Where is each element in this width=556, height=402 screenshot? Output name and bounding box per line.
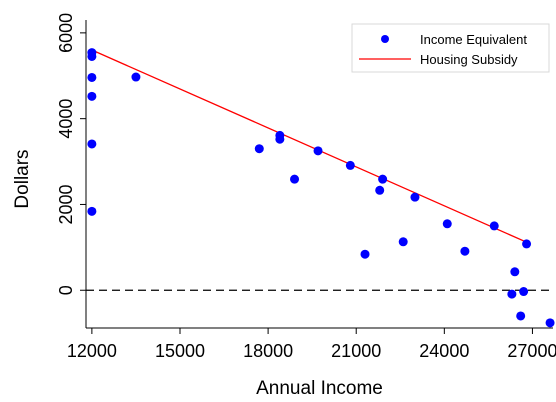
y-tick-label: 4000 — [56, 99, 76, 139]
data-point — [87, 51, 97, 61]
x-tick-label: 24000 — [419, 341, 469, 361]
data-point — [131, 72, 141, 82]
data-point — [313, 146, 323, 156]
data-point — [460, 246, 470, 256]
income-equivalent-points — [87, 48, 555, 328]
data-point — [398, 237, 408, 247]
data-point — [510, 267, 520, 277]
data-point — [522, 239, 532, 249]
y-axis-title: Dollars — [12, 149, 33, 208]
legend-marker-income-equivalent — [381, 35, 389, 43]
x-tick-label: 27000 — [507, 341, 556, 361]
axis-ticks: 12000 15000 18000 21000 24000 27000 0 2000 4000 6… — [56, 13, 556, 361]
data-point — [87, 139, 97, 149]
legend-label-housing-subsidy: Housing Subsidy — [420, 52, 518, 67]
data-point — [275, 134, 285, 144]
data-point — [507, 289, 517, 299]
data-point — [87, 206, 97, 216]
data-point — [345, 160, 355, 170]
data-point — [378, 174, 388, 184]
x-tick-label: 12000 — [67, 341, 117, 361]
y-tick-label: 2000 — [56, 184, 76, 224]
data-point — [87, 72, 97, 82]
axes — [85, 20, 553, 329]
data-point — [489, 221, 499, 231]
data-point — [254, 144, 264, 154]
x-tick-label: 15000 — [155, 341, 205, 361]
legend-box — [351, 23, 550, 73]
legend-label-income-equivalent: Income Equivalent — [420, 32, 527, 47]
data-point — [516, 311, 526, 321]
data-point — [519, 287, 529, 297]
data-point — [545, 318, 555, 328]
x-tick-label: 21000 — [331, 341, 381, 361]
y-tick-label: 6000 — [56, 13, 76, 53]
housing-subsidy-line — [91, 49, 527, 243]
data-point — [442, 219, 452, 229]
data-point — [290, 174, 300, 184]
data-point — [87, 91, 97, 101]
data-point — [410, 192, 420, 202]
y-tick-label: 0 — [56, 285, 76, 295]
data-point — [360, 249, 370, 259]
data-point — [375, 185, 385, 195]
x-axis-title: Annual Income — [256, 378, 383, 399]
legend: Income Equivalent Housing Subsidy — [351, 23, 550, 73]
x-tick-label: 18000 — [243, 341, 293, 361]
